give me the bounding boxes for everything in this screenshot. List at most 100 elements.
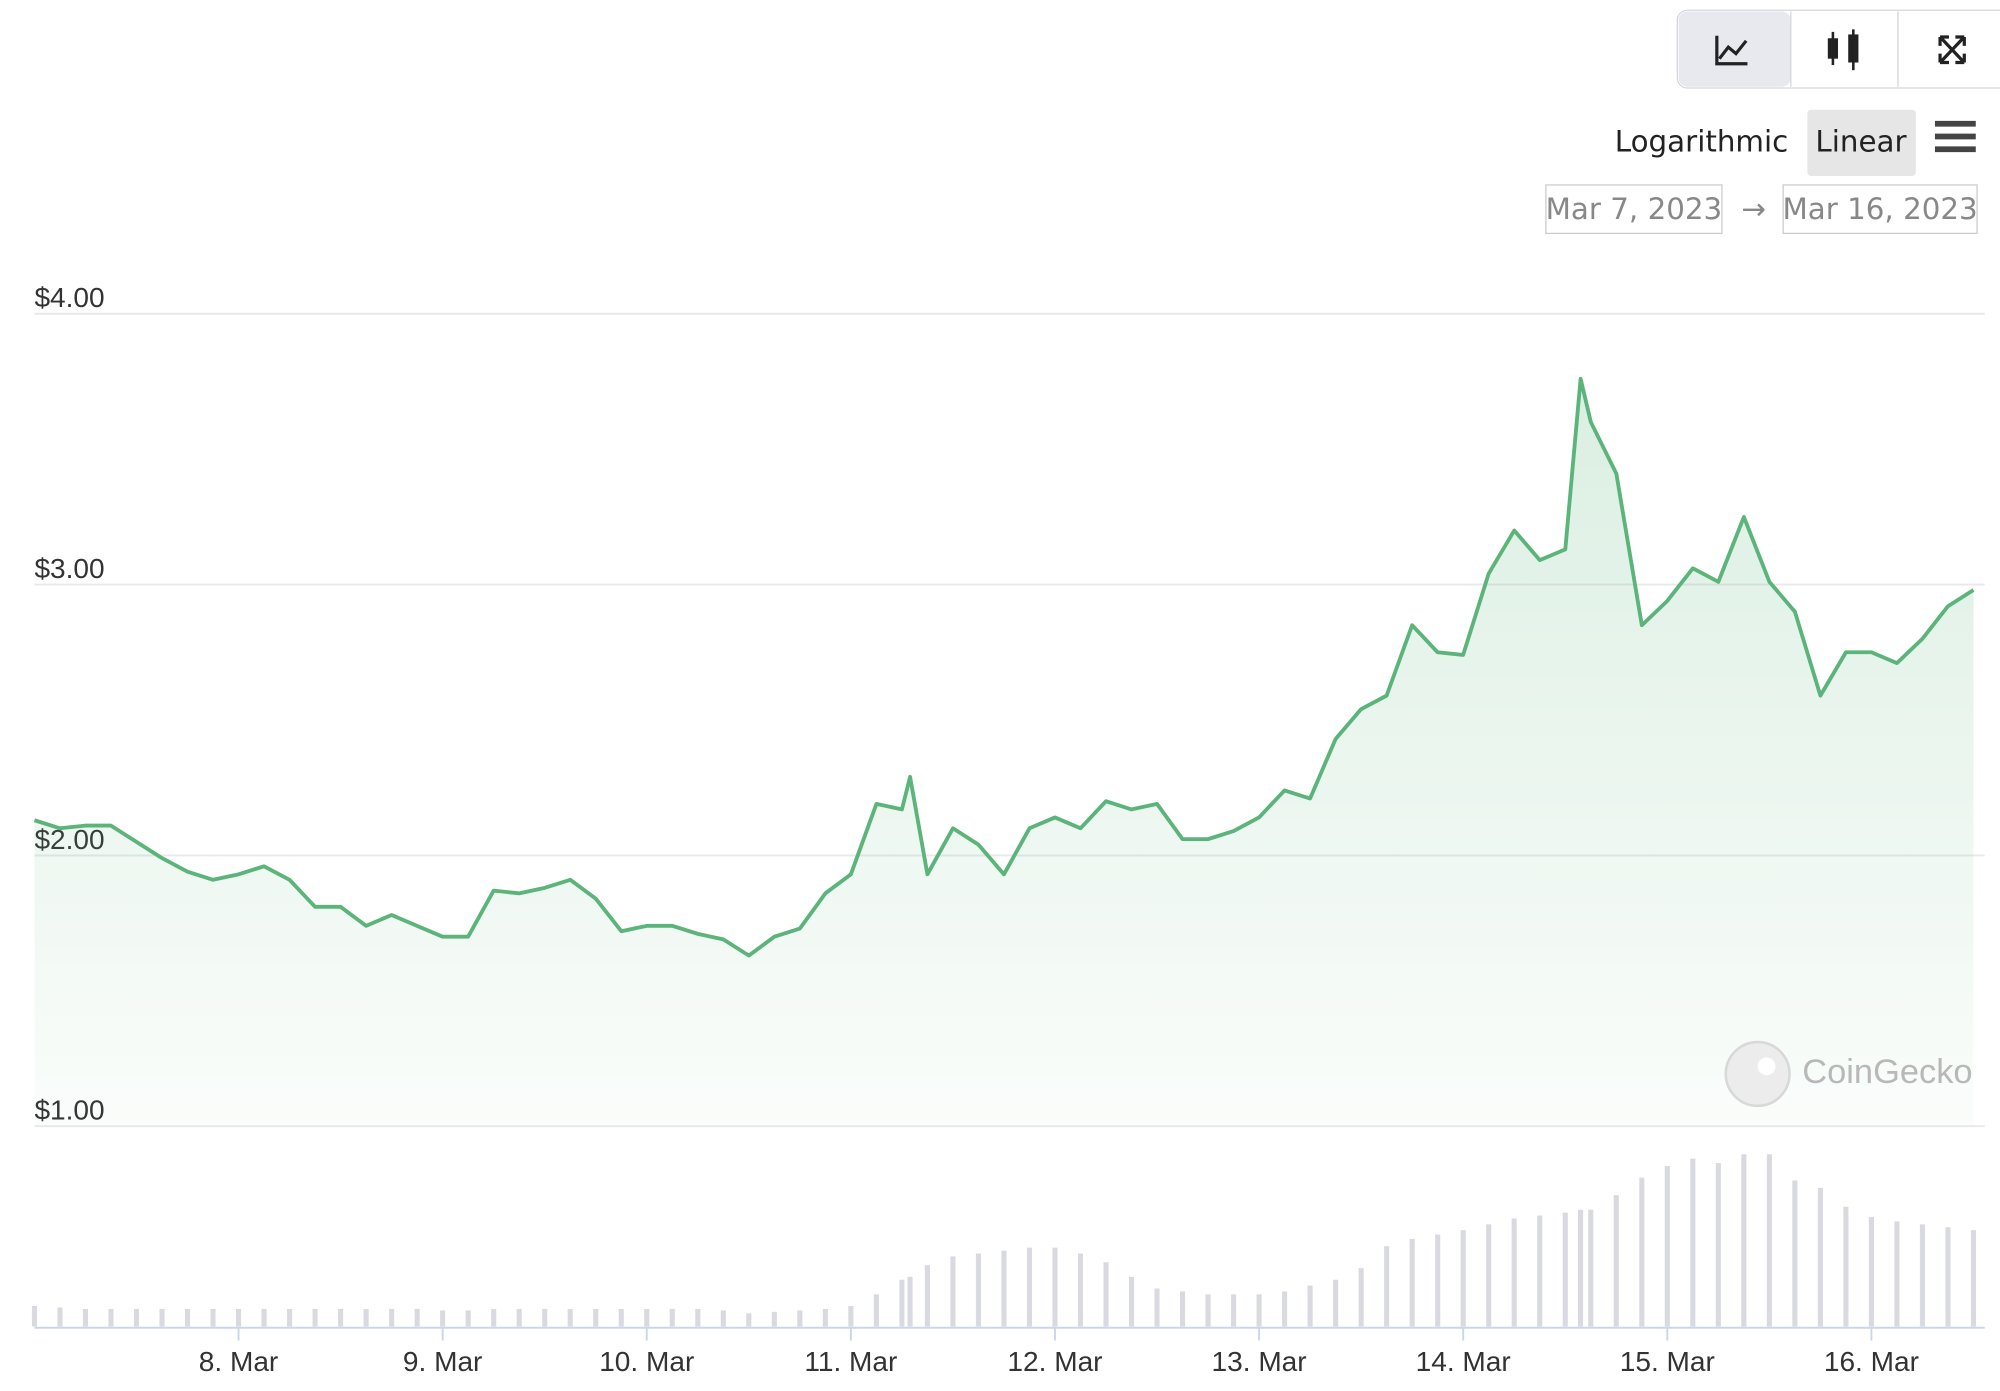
price-area	[34, 378, 1974, 1127]
x-tick-label: 15. Mar	[1620, 1346, 1715, 1377]
x-tick-label: 10. Mar	[599, 1346, 694, 1377]
volume-bar	[1205, 1294, 1211, 1327]
volume-bar	[924, 1265, 930, 1327]
volume-bar	[1026, 1247, 1033, 1327]
volume-bar	[644, 1308, 650, 1327]
volume-bar	[1537, 1215, 1543, 1327]
volume-bar	[108, 1308, 114, 1327]
volume-bar	[338, 1308, 344, 1327]
volume-bar	[1792, 1180, 1798, 1327]
volume-bar	[1690, 1158, 1696, 1327]
volume-bar	[797, 1310, 803, 1327]
volume-bar	[567, 1308, 573, 1327]
volume-bar	[975, 1253, 981, 1327]
volume-bar	[1578, 1209, 1584, 1327]
volume-bar	[440, 1310, 446, 1327]
y-tick-label: $3.00	[34, 553, 104, 584]
scale-option[interactable]: Linear	[1815, 124, 1907, 158]
volume-bar	[210, 1308, 216, 1327]
volume-bar	[669, 1308, 675, 1327]
line-icon	[1715, 35, 1748, 66]
x-tick-label: 16. Mar	[1824, 1346, 1919, 1377]
volume-bar	[491, 1308, 497, 1327]
volume-bar	[312, 1308, 318, 1327]
volume-bar	[363, 1308, 369, 1327]
volume-bar	[1511, 1218, 1517, 1327]
x-tick-label: 14. Mar	[1416, 1346, 1511, 1377]
date-input[interactable]	[1782, 184, 1978, 235]
volume-bar	[465, 1310, 471, 1327]
volume-bar	[1256, 1294, 1262, 1327]
volume-bar	[414, 1308, 420, 1327]
volume-bar	[159, 1308, 165, 1327]
volume-bar	[1588, 1209, 1594, 1327]
volume-bar	[771, 1311, 777, 1327]
volume-bar	[389, 1308, 395, 1327]
volume-bar	[542, 1308, 548, 1327]
volume-bar	[1843, 1206, 1849, 1327]
volume-bar	[1460, 1230, 1466, 1327]
volume-bar	[1868, 1217, 1874, 1327]
watermark-logo	[1757, 1057, 1776, 1076]
line-chart-button[interactable]	[1678, 11, 1791, 87]
volume-bar	[907, 1276, 913, 1327]
x-tick-label: 12. Mar	[1007, 1346, 1102, 1377]
volume-bar	[261, 1308, 267, 1327]
volume-bar	[1384, 1246, 1390, 1327]
volume-bar	[1333, 1279, 1339, 1327]
volume-bar	[720, 1310, 726, 1327]
volume-bar	[1562, 1212, 1568, 1327]
volume-bar	[57, 1307, 63, 1327]
volume-bar	[1741, 1154, 1747, 1327]
volume-bar	[1766, 1154, 1772, 1327]
volume-bar	[1435, 1234, 1441, 1327]
volume-bar	[133, 1308, 140, 1327]
watermark: CoinGecko	[1802, 1053, 1972, 1091]
volume-bar	[516, 1308, 522, 1327]
volume-bar	[1231, 1294, 1237, 1327]
volume-bar	[822, 1308, 828, 1327]
volume-bar	[1715, 1163, 1721, 1327]
volume-bar	[1919, 1224, 1925, 1327]
scale-option[interactable]: Logarithmic	[1615, 124, 1789, 158]
fullscreen-icon[interactable]	[1938, 35, 1966, 65]
volume-bar	[1613, 1195, 1619, 1327]
volume-bar	[1307, 1285, 1313, 1327]
volume-bar	[235, 1308, 242, 1327]
menu-icon[interactable]	[1934, 120, 1976, 153]
price-line	[33, 376, 1975, 958]
volume-bar	[184, 1308, 191, 1327]
date-input[interactable]	[1545, 184, 1723, 235]
volume-bar	[1077, 1253, 1084, 1327]
volume-bar	[82, 1308, 89, 1327]
volume-bar	[1282, 1291, 1288, 1327]
range-separator: →	[1742, 192, 1767, 226]
scale-highlight	[1807, 109, 1916, 177]
volume-bar	[1486, 1224, 1492, 1327]
date-from: Mar 7, 2023	[1546, 192, 1723, 226]
date-to: Mar 16, 2023	[1782, 192, 1977, 226]
volume-bar	[1154, 1288, 1160, 1327]
volume-bar	[899, 1279, 905, 1327]
volume-bar	[1001, 1250, 1007, 1327]
x-tick-label: 13. Mar	[1212, 1346, 1307, 1377]
volume-bar	[618, 1308, 624, 1327]
volume-bar	[950, 1256, 956, 1327]
volume-bar	[1639, 1177, 1645, 1327]
volume-bar	[593, 1308, 599, 1327]
chart-type-buttons	[1676, 9, 2000, 89]
volume-bar	[287, 1308, 293, 1327]
volume-bar	[1970, 1230, 1977, 1327]
volume-bar	[746, 1313, 752, 1327]
y-tick-label: $4.00	[34, 282, 104, 313]
volume-bar	[1409, 1238, 1415, 1327]
volume-bar	[1179, 1291, 1186, 1327]
volume-bar	[1664, 1165, 1670, 1327]
volume-bar	[873, 1294, 879, 1327]
volume-bar	[31, 1306, 37, 1327]
volume-bar	[1128, 1276, 1135, 1327]
volume-bar	[695, 1308, 701, 1327]
